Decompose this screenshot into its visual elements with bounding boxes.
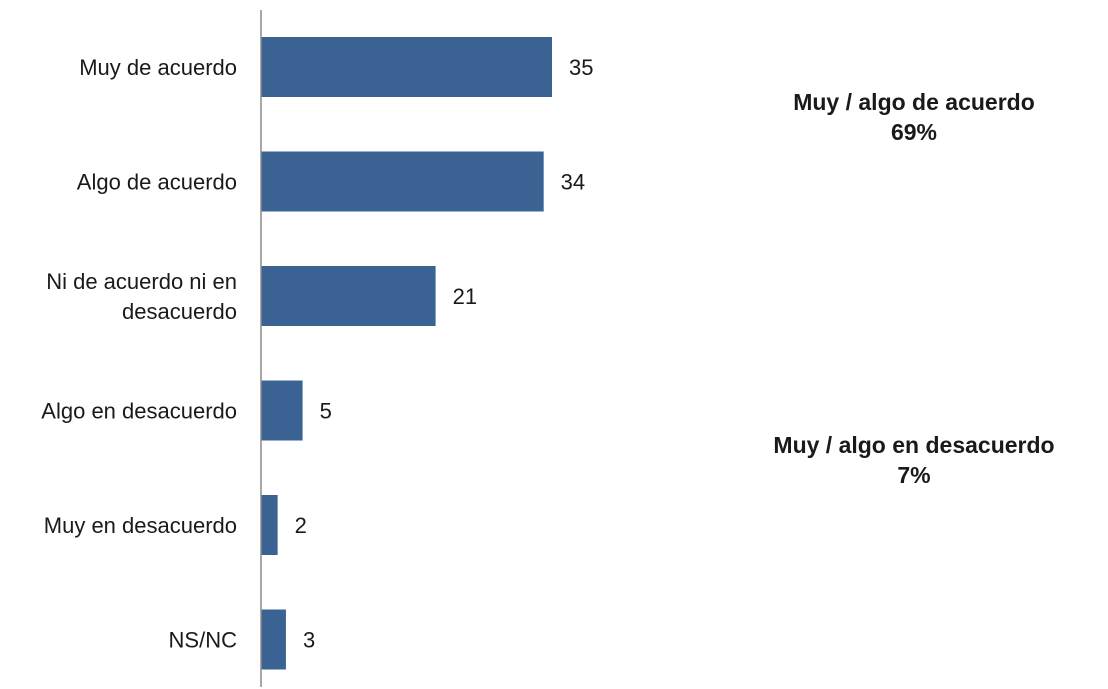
summary-disagree-title: Muy / algo en desacuerdo [773,432,1055,458]
category-label-1: Algo de acuerdo [77,170,237,195]
category-label-line: Algo de acuerdo [77,170,237,195]
summary-disagree-value: 7% [897,462,931,488]
value-label-5: 3 [303,628,315,653]
bar-4 [261,495,278,555]
category-label-3: Algo en desacuerdo [41,399,237,424]
value-label-3: 5 [320,399,332,424]
bar-2 [261,266,436,326]
category-label-line: Muy de acuerdo [79,55,237,80]
category-label-line: NS/NC [169,628,238,653]
summary-agree-title: Muy / algo de acuerdo [793,89,1035,115]
category-label-4: Muy en desacuerdo [44,513,237,538]
bar-5 [261,609,286,670]
value-label-0: 35 [569,55,593,80]
category-label-0: Muy de acuerdo [79,55,237,80]
category-label-5: NS/NC [169,628,238,653]
category-label-line: Ni de acuerdo ni en [46,269,237,294]
category-label-line: Muy en desacuerdo [44,513,237,538]
summary-disagree-annotation: Muy / algo en desacuerdo 7% [724,430,1104,490]
category-label-2: Ni de acuerdo ni en desacuerdo [46,269,237,324]
category-label-line: desacuerdo [122,299,237,324]
value-label-1: 34 [561,170,585,195]
bars-layer [261,37,552,670]
bar-3 [261,380,303,441]
value-label-4: 2 [295,513,307,538]
bar-0 [261,37,552,97]
summary-agree-annotation: Muy / algo de acuerdo 69% [724,87,1104,147]
value-label-2: 21 [453,284,477,309]
bar-1 [261,151,544,212]
category-label-line: Algo en desacuerdo [41,399,237,424]
summary-agree-value: 69% [890,119,938,145]
